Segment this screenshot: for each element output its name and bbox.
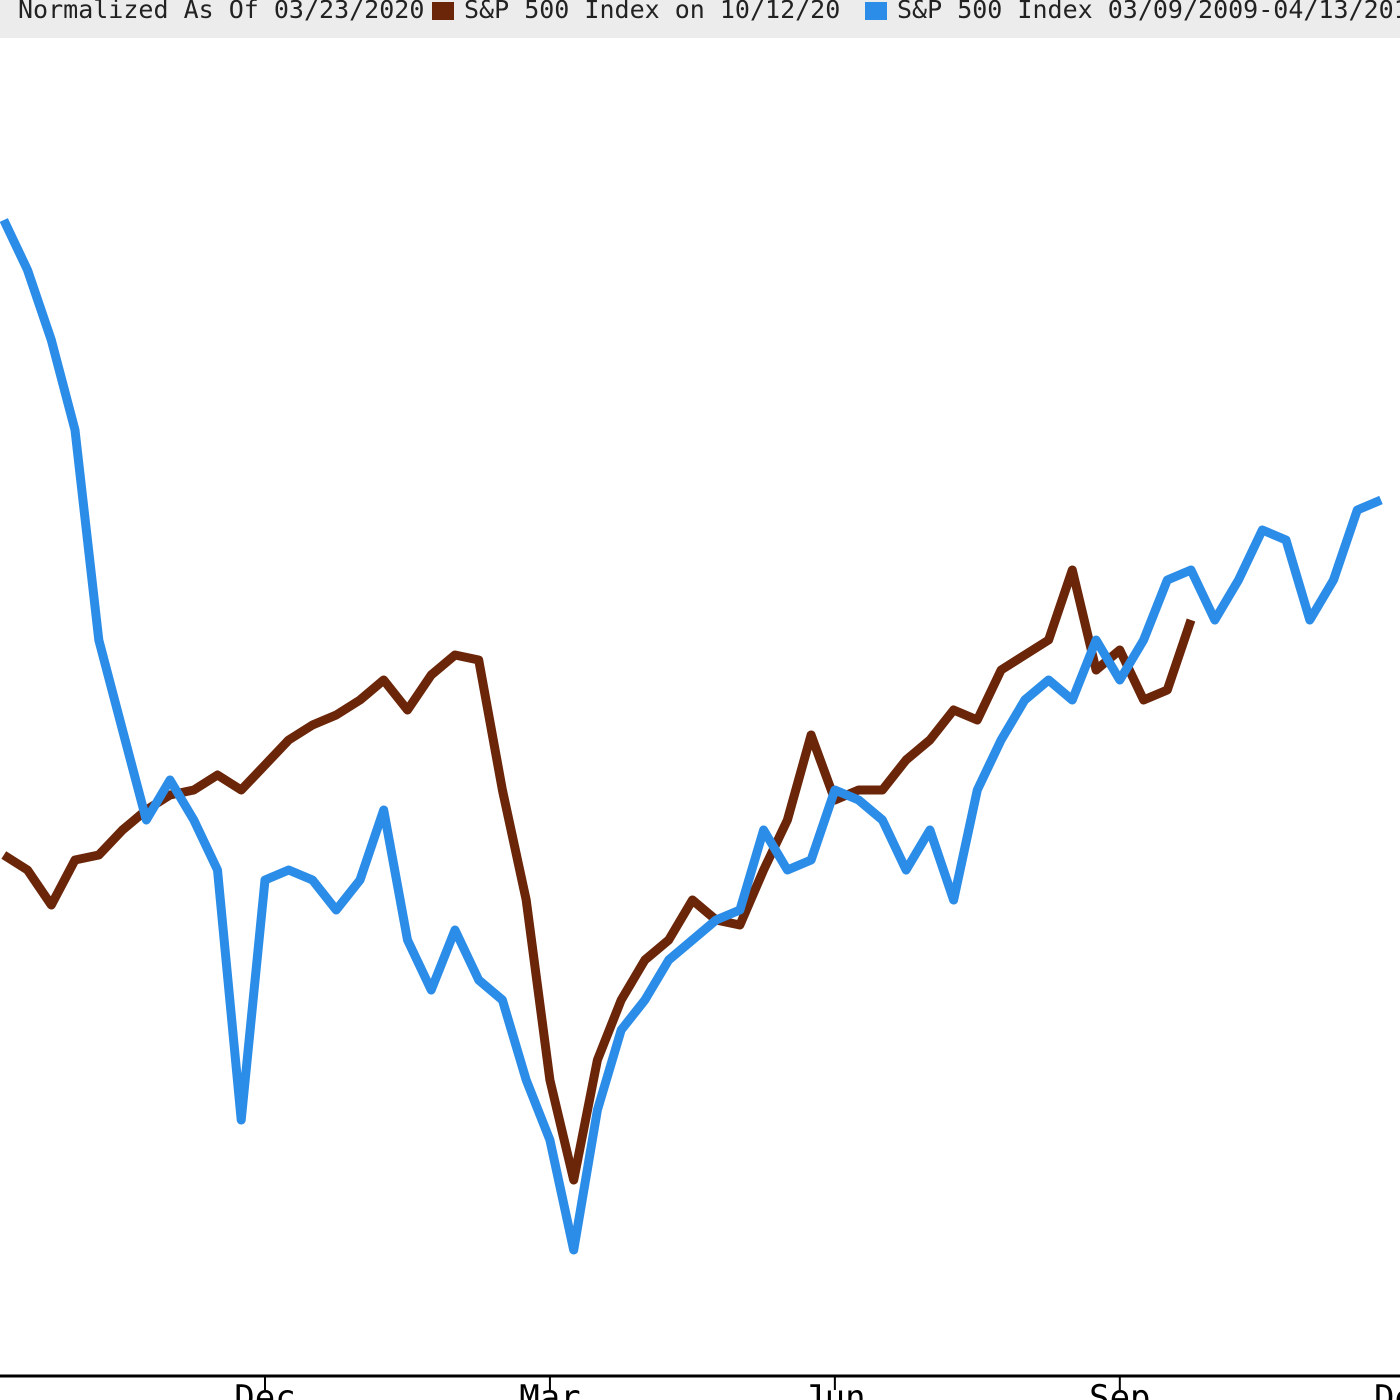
x-tick-label: Mar: [519, 1378, 580, 1400]
legend-swatch: [432, 2, 454, 20]
x-tick-label: Dec: [234, 1378, 295, 1400]
subtitle: Normalized As Of 03/23/2020: [18, 0, 424, 24]
legend-label: S&P 500 Index on 10/12/20: [464, 0, 840, 24]
series-line: [1, 565, 1196, 1185]
x-tick-label: Jun: [804, 1378, 865, 1400]
x-tick-label: Dec: [1374, 1378, 1400, 1400]
x-tick-label: Sep: [1089, 1378, 1150, 1400]
legend-bar: [0, 0, 1400, 38]
legend-label: S&P 500 Index 03/09/2009-04/13/2011: [897, 0, 1400, 24]
series-line: [0, 218, 1383, 1255]
legend-swatch: [865, 2, 887, 20]
